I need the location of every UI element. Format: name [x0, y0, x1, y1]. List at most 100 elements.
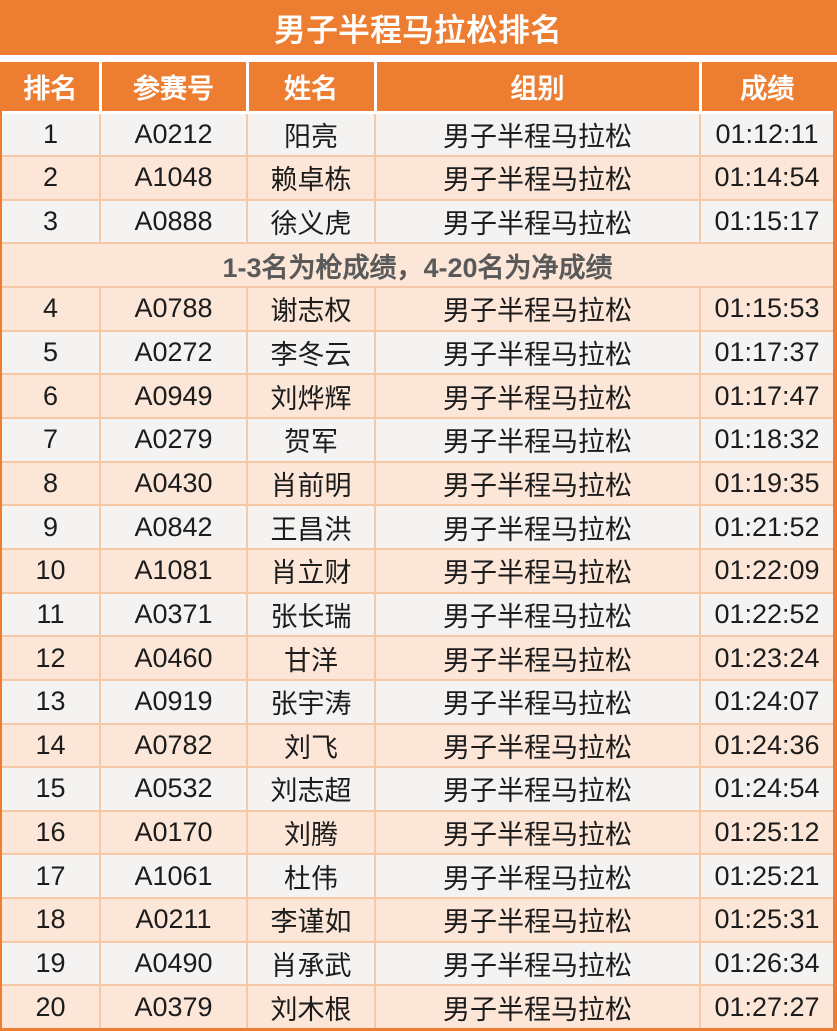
cell-group: 男子半程马拉松	[374, 809, 701, 856]
note-row: 1-3名为枪成绩，4-20名为净成绩	[2, 242, 833, 289]
cell-bib: A0782	[99, 722, 248, 769]
cell-rank: 17	[2, 853, 101, 900]
table-row-rank-5: 5 A0272 李冬云 男子半程马拉松 01:17:37	[2, 329, 833, 376]
cell-time: 01:18:32	[699, 417, 833, 463]
cell-time: 01:22:09	[699, 547, 833, 594]
cell-name: 李冬云	[246, 329, 376, 376]
column-header-name: 姓名	[247, 62, 377, 114]
cell-bib: A0888	[99, 198, 248, 245]
cell-time: 01:24:07	[699, 678, 833, 725]
cell-bib: A0460	[99, 635, 248, 681]
column-header-group: 组别	[375, 62, 702, 114]
cell-group: 男子半程马拉松	[374, 984, 701, 1028]
cell-bib: A0490	[99, 940, 248, 987]
column-header-bib: 参赛号	[100, 62, 249, 114]
cell-rank: 13	[2, 678, 101, 725]
cell-name: 王昌洪	[246, 504, 376, 550]
cell-bib: A0842	[99, 504, 248, 550]
cell-rank: 19	[2, 940, 101, 987]
table-row-rank-11: 11 A0371 张长瑞 男子半程马拉松 01:22:52	[2, 591, 833, 638]
cell-bib: A0279	[99, 417, 248, 463]
cell-group: 男子半程马拉松	[374, 417, 701, 463]
cell-name: 谢志权	[246, 286, 376, 332]
cell-rank: 11	[2, 591, 101, 638]
cell-name: 肖立财	[246, 547, 376, 594]
table-row-rank-16: 16 A0170 刘腾 男子半程马拉松 01:25:12	[2, 809, 833, 856]
cell-name: 张长瑞	[246, 591, 376, 638]
table-body: 1 A0212 阳亮 男子半程马拉松 01:12:11 2 A1048 赖卓栋 男子半程马拉松 0…	[2, 110, 833, 1028]
cell-group: 男子半程马拉松	[374, 547, 701, 594]
cell-time: 01:21:52	[699, 504, 833, 550]
cell-rank: 2	[2, 155, 101, 201]
cell-name: 阳亮	[246, 110, 376, 158]
table-row-rank-17: 17 A1061 杜伟 男子半程马拉松 01:25:21	[2, 853, 833, 900]
cell-time: 01:25:12	[699, 809, 833, 856]
cell-name: 刘志超	[246, 766, 376, 812]
cell-time: 01:27:27	[699, 984, 833, 1028]
cell-bib: A0371	[99, 591, 248, 638]
cell-time: 01:24:54	[699, 766, 833, 812]
cell-rank: 8	[2, 460, 101, 507]
cell-time: 01:23:24	[699, 635, 833, 681]
cell-time: 01:15:17	[699, 198, 833, 245]
ranking-table: 排名 参赛号 姓名 组别 成绩 1 A0212 阳亮 男子半程马拉松 01:12:11 2 A104…	[2, 62, 833, 1028]
table-row-rank-18: 18 A0211 李谨如 男子半程马拉松 01:25:31	[2, 897, 833, 943]
cell-time: 01:25:31	[699, 897, 833, 943]
cell-bib: A0788	[99, 286, 248, 332]
cell-rank: 18	[2, 897, 101, 943]
cell-name: 刘烨辉	[246, 373, 376, 420]
note-text: 1-3名为枪成绩，4-20名为净成绩	[2, 242, 833, 289]
cell-name: 李谨如	[246, 897, 376, 943]
table-row-rank-15: 15 A0532 刘志超 男子半程马拉松 01:24:54	[2, 766, 833, 812]
cell-bib: A0211	[99, 897, 248, 943]
cell-group: 男子半程马拉松	[374, 853, 701, 900]
cell-rank: 3	[2, 198, 101, 245]
column-header-time: 成绩	[700, 62, 833, 114]
cell-rank: 16	[2, 809, 101, 856]
cell-rank: 12	[2, 635, 101, 681]
cell-name: 刘腾	[246, 809, 376, 856]
title-divider	[0, 55, 837, 62]
cell-rank: 14	[2, 722, 101, 769]
cell-rank: 20	[2, 984, 101, 1028]
table-row-rank-8: 8 A0430 肖前明 男子半程马拉松 01:19:35	[2, 460, 833, 507]
cell-time: 01:15:53	[699, 286, 833, 332]
page-title: 男子半程马拉松排名	[0, 0, 837, 55]
cell-group: 男子半程马拉松	[374, 329, 701, 376]
cell-group: 男子半程马拉松	[374, 198, 701, 245]
table-row-rank-6: 6 A0949 刘烨辉 男子半程马拉松 01:17:47	[2, 373, 833, 420]
table-row-rank-14: 14 A0782 刘飞 男子半程马拉松 01:24:36	[2, 722, 833, 769]
cell-bib: A0212	[99, 110, 248, 158]
cell-group: 男子半程马拉松	[374, 940, 701, 987]
ranking-table-wrap: 排名 参赛号 姓名 组别 成绩 1 A0212 阳亮 男子半程马拉松 01:12:11 2 A104…	[0, 62, 837, 1031]
table-row-rank-2: 2 A1048 赖卓栋 男子半程马拉松 01:14:54	[2, 155, 833, 201]
cell-time: 01:14:54	[699, 155, 833, 201]
cell-group: 男子半程马拉松	[374, 286, 701, 332]
cell-name: 徐义虎	[246, 198, 376, 245]
cell-name: 肖前明	[246, 460, 376, 507]
cell-name: 甘洋	[246, 635, 376, 681]
cell-rank: 1	[2, 110, 101, 158]
table-row-rank-7: 7 A0279 贺军 男子半程马拉松 01:18:32	[2, 417, 833, 463]
cell-group: 男子半程马拉松	[374, 504, 701, 550]
cell-bib: A1081	[99, 547, 248, 594]
cell-group: 男子半程马拉松	[374, 373, 701, 420]
cell-name: 刘木根	[246, 984, 376, 1028]
cell-bib: A1048	[99, 155, 248, 201]
cell-bib: A0430	[99, 460, 248, 507]
cell-bib: A0272	[99, 329, 248, 376]
cell-rank: 4	[2, 286, 101, 332]
cell-name: 赖卓栋	[246, 155, 376, 201]
table-row-rank-4: 4 A0788 谢志权 男子半程马拉松 01:15:53	[2, 286, 833, 332]
cell-bib: A0379	[99, 984, 248, 1028]
cell-group: 男子半程马拉松	[374, 460, 701, 507]
cell-time: 01:26:34	[699, 940, 833, 987]
cell-rank: 15	[2, 766, 101, 812]
cell-rank: 9	[2, 504, 101, 550]
cell-bib: A0170	[99, 809, 248, 856]
cell-rank: 6	[2, 373, 101, 420]
cell-bib: A1061	[99, 853, 248, 900]
cell-rank: 10	[2, 547, 101, 594]
cell-group: 男子半程马拉松	[374, 722, 701, 769]
